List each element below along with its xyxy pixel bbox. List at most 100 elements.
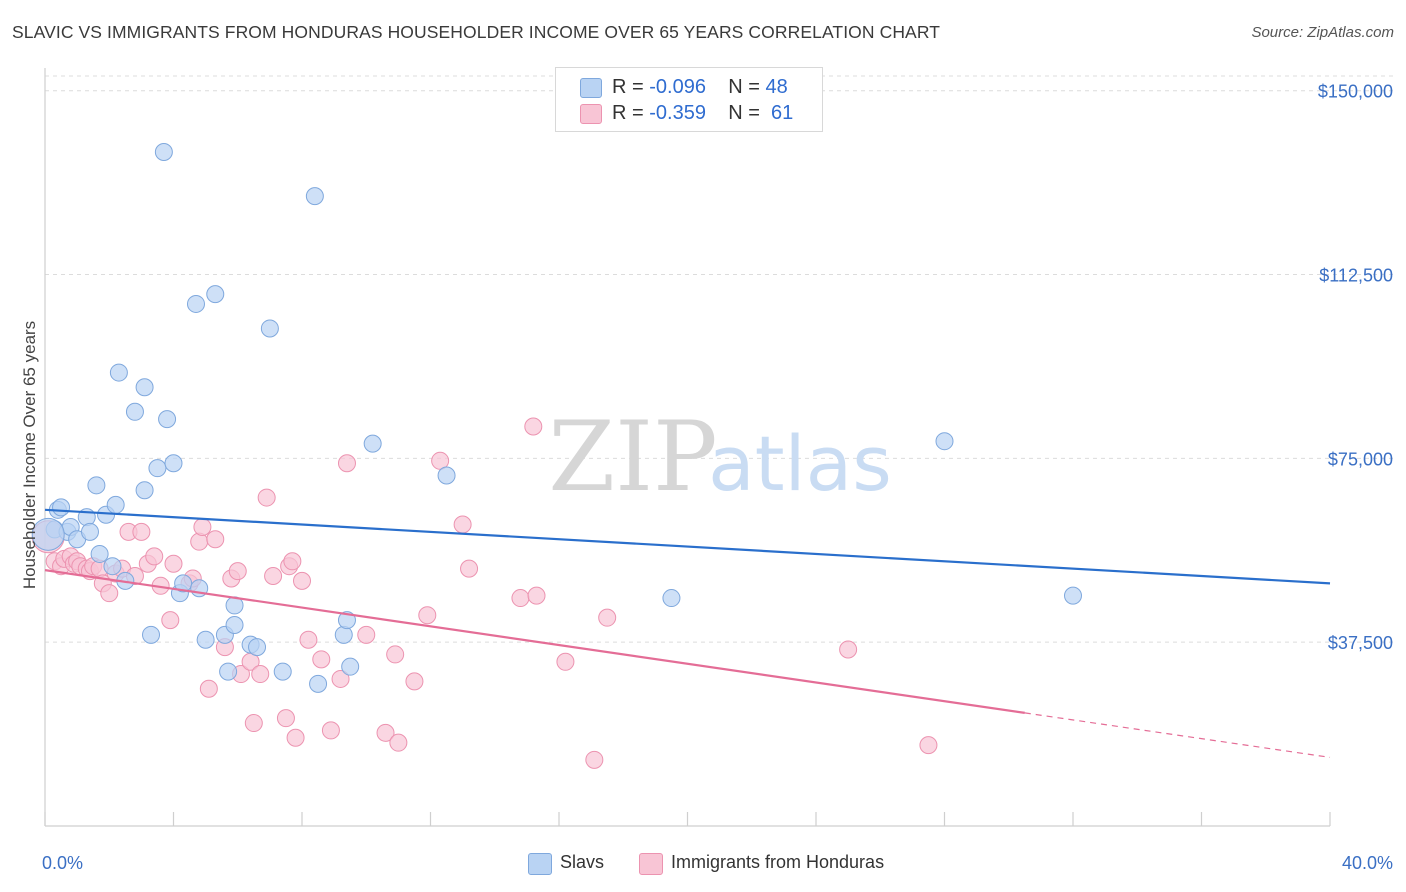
slavs-point bbox=[662, 589, 681, 608]
slavs-point bbox=[1064, 586, 1082, 605]
slavs-point bbox=[186, 294, 205, 313]
correlation-legend: R = -0.096 N = 48 R = -0.359 N = 61 bbox=[555, 67, 823, 132]
slavs-point bbox=[148, 459, 167, 478]
slavs-point bbox=[125, 402, 144, 421]
slavs-point bbox=[337, 611, 356, 630]
honduras-point bbox=[251, 665, 270, 684]
legend-swatch-honduras bbox=[639, 853, 663, 875]
watermark-zip: ZIP bbox=[548, 401, 717, 513]
honduras-point bbox=[418, 606, 437, 625]
y-tick-label: $150,000 bbox=[1318, 82, 1393, 102]
watermark-atlas: atlas bbox=[708, 419, 892, 508]
slavs-point bbox=[309, 674, 328, 693]
honduras-point bbox=[312, 650, 331, 669]
trend-lines bbox=[44, 508, 1331, 758]
legend-r-label: R = bbox=[612, 76, 644, 98]
legend-r-label: R = bbox=[612, 102, 644, 124]
legend-label-honduras: Immigrants from Honduras bbox=[671, 852, 885, 872]
slavs-point bbox=[109, 363, 128, 382]
slavs-point bbox=[273, 662, 292, 681]
slavs-point bbox=[103, 557, 122, 576]
legend-swatch-honduras bbox=[580, 104, 602, 124]
y-tick-label: $37,500 bbox=[1328, 633, 1393, 653]
slavs-point bbox=[174, 574, 193, 593]
honduras-point bbox=[389, 733, 408, 752]
honduras-point bbox=[585, 750, 604, 769]
slavs-point bbox=[52, 498, 71, 517]
honduras-point bbox=[321, 721, 340, 740]
honduras-point bbox=[145, 547, 164, 566]
slavs-point bbox=[935, 432, 954, 451]
honduras-point bbox=[337, 454, 356, 473]
honduras-point bbox=[283, 552, 302, 571]
honduras-point bbox=[257, 488, 276, 507]
honduras-point bbox=[264, 567, 283, 585]
slavs-point bbox=[135, 481, 154, 500]
trendline-honduras-extension bbox=[1024, 712, 1331, 758]
y-axis-label: Householder Income Over 65 years bbox=[20, 321, 39, 589]
slavs-point bbox=[164, 454, 183, 473]
slavs-point bbox=[154, 142, 173, 161]
honduras-point bbox=[556, 652, 575, 671]
honduras-point bbox=[386, 645, 405, 664]
slavs-point bbox=[219, 662, 238, 681]
slavs-point bbox=[196, 630, 215, 649]
legend-n-label: N = bbox=[728, 102, 760, 124]
slavs-point bbox=[31, 517, 65, 551]
honduras-point bbox=[293, 571, 311, 590]
honduras-point bbox=[839, 640, 858, 659]
trendline-slavs bbox=[44, 508, 1331, 585]
honduras-point bbox=[524, 417, 543, 436]
honduras-point bbox=[190, 532, 209, 551]
legend-n-value: 61 bbox=[771, 102, 794, 124]
watermark: ZIP atlas bbox=[548, 401, 891, 513]
honduras-point bbox=[357, 625, 376, 644]
honduras-point bbox=[206, 530, 225, 549]
legend-swatch-slavs bbox=[580, 78, 602, 98]
x-tick-label: 40.0% bbox=[1342, 853, 1393, 873]
slavs-point bbox=[363, 434, 382, 453]
honduras-point bbox=[161, 611, 180, 630]
honduras-point bbox=[331, 669, 350, 688]
honduras-point bbox=[164, 554, 183, 573]
honduras-point bbox=[286, 728, 305, 747]
honduras-point bbox=[511, 589, 530, 608]
honduras-point bbox=[460, 559, 479, 578]
legend-label-slavs: Slavs bbox=[560, 852, 605, 872]
grid-lines bbox=[45, 75, 1395, 643]
legend-r-value: -0.096 bbox=[649, 76, 706, 98]
honduras-point bbox=[132, 522, 151, 541]
legend-n-value: 48 bbox=[765, 76, 788, 98]
slavs-point bbox=[206, 285, 225, 304]
trendline-honduras bbox=[44, 569, 1025, 714]
slavs-point bbox=[158, 410, 177, 429]
slavs-point bbox=[341, 657, 360, 676]
x-tick-label: 0.0% bbox=[42, 853, 83, 873]
slavs-point bbox=[305, 187, 324, 206]
slavs-point bbox=[437, 466, 456, 485]
honduras-point bbox=[919, 736, 938, 755]
y-tick-label: $75,000 bbox=[1328, 449, 1393, 469]
honduras-point bbox=[193, 517, 212, 536]
honduras-point bbox=[405, 672, 424, 691]
slavs-point bbox=[106, 495, 125, 514]
slavs-point bbox=[142, 625, 161, 644]
honduras-point bbox=[244, 714, 263, 733]
slavs-point bbox=[87, 476, 106, 495]
chart-title: SLAVIC VS IMMIGRANTS FROM HONDURAS HOUSE… bbox=[12, 22, 941, 42]
slavs-point bbox=[80, 522, 99, 541]
legend-r-value: -0.359 bbox=[649, 102, 706, 124]
slavs-point bbox=[135, 378, 154, 397]
legend-swatch-slavs bbox=[528, 853, 552, 875]
source-label: Source: ZipAtlas.com bbox=[1251, 24, 1394, 41]
honduras-point bbox=[228, 562, 247, 581]
honduras-point bbox=[276, 709, 295, 728]
honduras-point bbox=[100, 584, 119, 603]
slavs-point bbox=[90, 544, 109, 563]
honduras-point bbox=[299, 630, 318, 649]
honduras-point bbox=[527, 586, 546, 605]
data-points bbox=[31, 142, 1082, 769]
honduras-point bbox=[453, 515, 472, 534]
axes bbox=[44, 68, 1331, 827]
